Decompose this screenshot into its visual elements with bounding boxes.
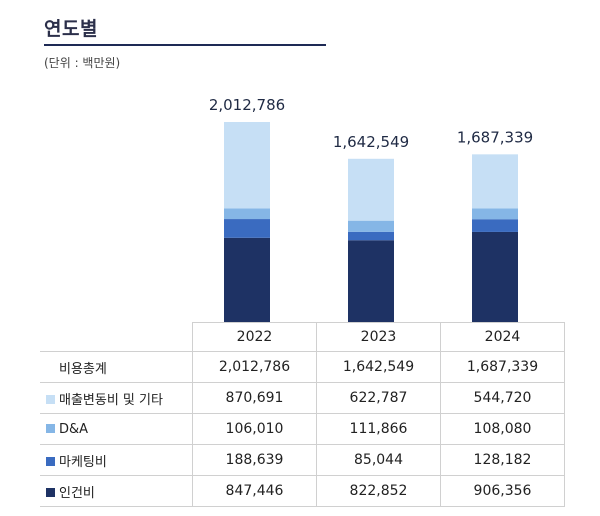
row-label-text: 비용총계 [59, 361, 107, 377]
table-row: D&A 106,010 111,866 108,080 [40, 413, 565, 445]
header-blank-cell [40, 322, 193, 352]
bar-segment [472, 219, 518, 232]
bar-segment [224, 208, 270, 220]
value-cell: 847,446 [192, 475, 317, 507]
table-row: 마케팅비 188,639 85,044 128,182 [40, 444, 565, 476]
row-label-text: 인건비 [59, 485, 95, 501]
total-cell: 2,012,786 [192, 351, 317, 383]
value-cell: 906,356 [440, 475, 565, 507]
value-cell: 108,080 [440, 413, 565, 445]
year-header: 2023 [316, 322, 441, 352]
bar-segment [348, 240, 394, 322]
row-label: 인건비 [40, 475, 193, 507]
bar-segment [224, 122, 270, 209]
bar-segment [348, 158, 394, 221]
total-cell: 1,642,549 [316, 351, 441, 383]
table-row: 인건비 847,446 822,852 906,356 [40, 475, 565, 507]
row-label: 매출변동비 및 기타 [40, 382, 193, 414]
table-row: 매출변동비 및 기타 870,691 622,787 544,720 [40, 382, 565, 414]
unit-note: (단위 : 백만원) [44, 56, 121, 70]
total-label: 1,687,339 [457, 128, 533, 146]
title-underline [44, 44, 326, 46]
row-label: 비용총계 [40, 351, 193, 383]
value-cell: 188,639 [192, 444, 317, 476]
legend-swatch [46, 394, 55, 404]
year-header: 2022 [192, 322, 317, 352]
value-cell: 106,010 [192, 413, 317, 445]
bar-segment [348, 220, 394, 232]
bar-segment [348, 231, 394, 241]
legend-swatch [46, 456, 55, 466]
value-cell: 85,044 [316, 444, 441, 476]
table-header-row: 2022 2023 2024 [40, 322, 565, 352]
blank-swatch [46, 364, 55, 373]
value-cell: 544,720 [440, 382, 565, 414]
bar-segment [472, 231, 518, 322]
row-label-text: 마케팅비 [59, 454, 107, 470]
total-label: 2,012,786 [209, 96, 285, 114]
total-cell: 1,687,339 [440, 351, 565, 383]
value-cell: 111,866 [316, 413, 441, 445]
bar-segment [472, 154, 518, 209]
legend-swatch [46, 423, 55, 433]
data-table: 2022 2023 2024 비용총계 2,012,786 1,642,549 … [40, 322, 565, 507]
page-title: 연도별 [44, 18, 98, 40]
total-label: 1,642,549 [333, 133, 409, 151]
stacked-bar-chart: 2,012,786 1,642,549 1,687,339 [209, 96, 533, 322]
row-label: 마케팅비 [40, 444, 193, 476]
bar-segment [472, 208, 518, 220]
table-row-total: 비용총계 2,012,786 1,642,549 1,687,339 [40, 351, 565, 383]
value-cell: 822,852 [316, 475, 441, 507]
row-label: D&A [40, 413, 193, 445]
legend-swatch [46, 487, 55, 497]
value-cell: 622,787 [316, 382, 441, 414]
bar-segment [224, 219, 270, 238]
value-cell: 128,182 [440, 444, 565, 476]
year-header: 2024 [440, 322, 565, 352]
row-label-text: D&A [59, 421, 89, 437]
row-label-text: 매출변동비 및 기타 [59, 392, 163, 408]
value-cell: 870,691 [192, 382, 317, 414]
bar-segment [224, 237, 270, 322]
